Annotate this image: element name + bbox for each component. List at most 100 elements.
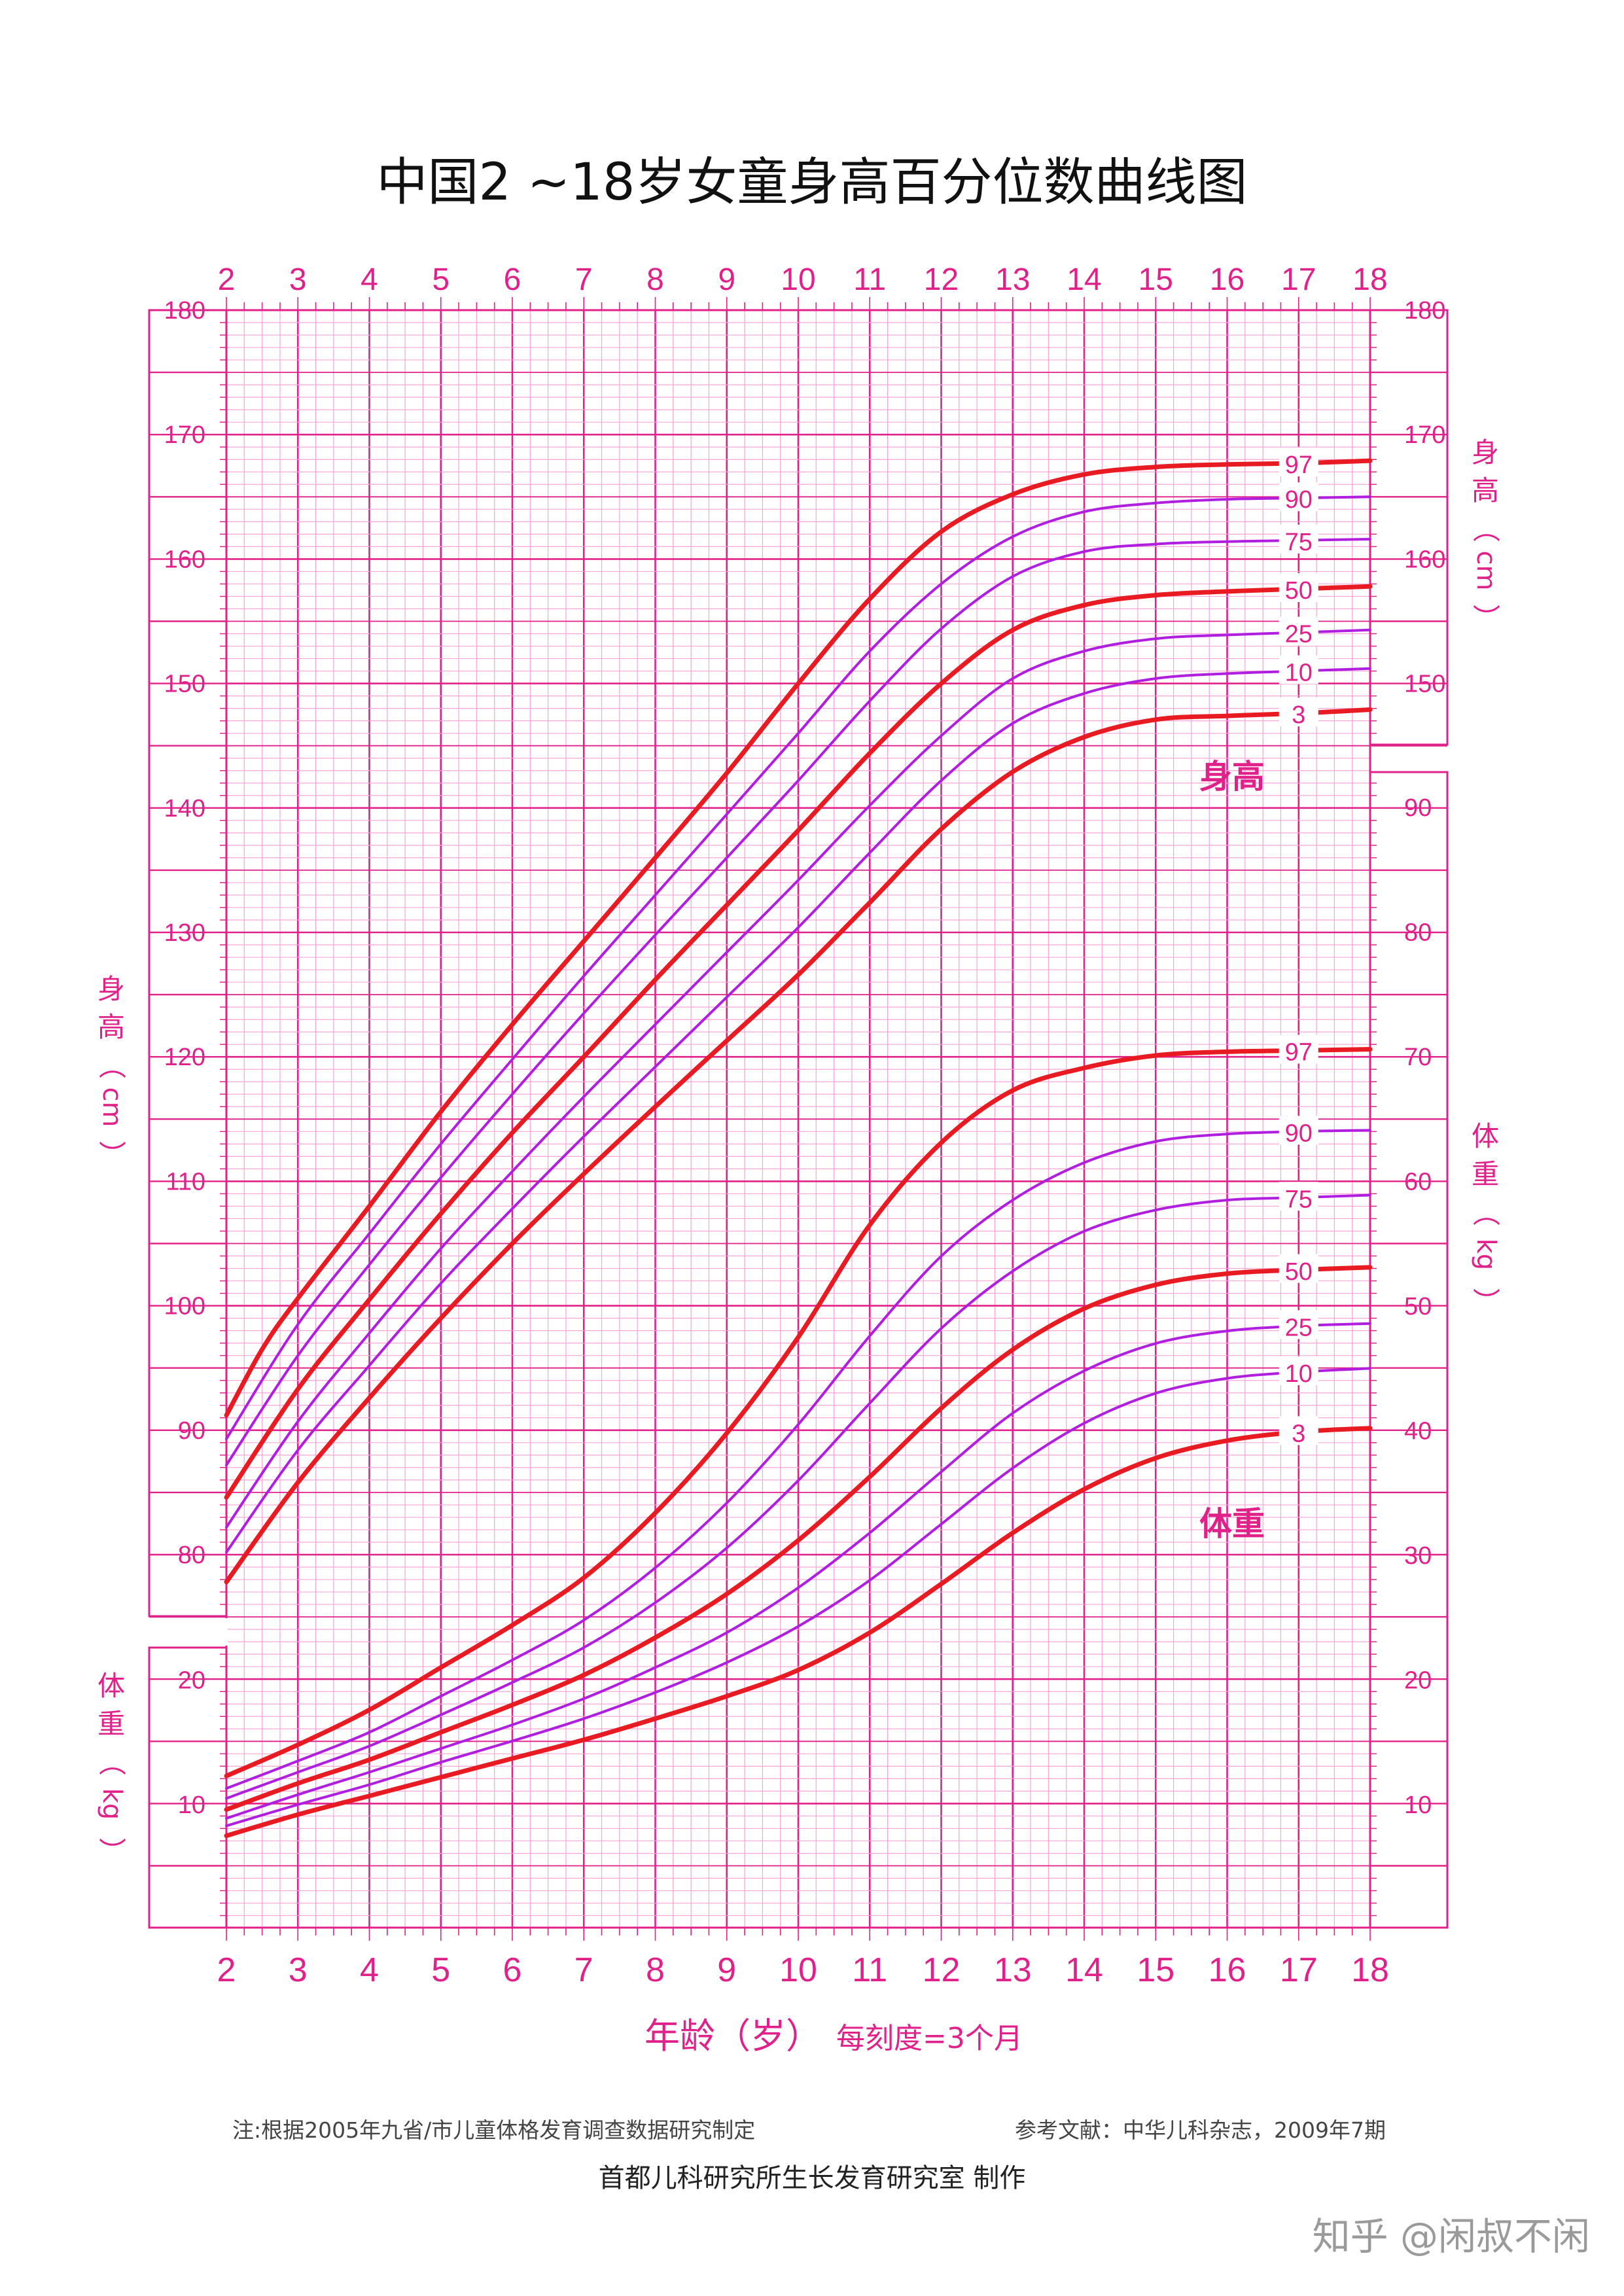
x-tick-label-top: 10 (781, 262, 815, 297)
height-curve-p90 (225, 495, 1371, 1441)
height-left-axis-title: 身 (97, 973, 125, 1005)
height-curve-p10 (225, 667, 1371, 1554)
height-left-axis-title: cm (97, 1087, 127, 1127)
height-left-tick-label: 180 (164, 297, 205, 325)
x-tick-label-bottom: 4 (360, 1951, 379, 1989)
right-height-box (1369, 309, 1449, 746)
height-curve-p3 (224, 707, 1373, 1585)
weight-right-tick-label: 80 (1404, 919, 1432, 947)
x-tick-label-top: 9 (718, 262, 735, 297)
weight-right-axis-title: kg (1471, 1239, 1501, 1271)
weight-caption: 体重 (1199, 1505, 1265, 1543)
weight-right-tick-label: 10 (1404, 1792, 1432, 1819)
height-left-tick-label: 120 (164, 1044, 205, 1071)
weight-curve-p50 (224, 1265, 1373, 1812)
x-tick-label-bottom: 2 (217, 1951, 236, 1989)
weight-curve-p90 (225, 1129, 1371, 1790)
x-tick-label-top: 18 (1352, 262, 1387, 297)
weight-left-axis-title: kg (97, 1788, 127, 1820)
weight-curve-p97 (224, 1047, 1373, 1778)
height-left-axis-title: （ (96, 1051, 128, 1079)
weight-right-axis-title: 重 (1472, 1158, 1499, 1190)
weight-curve-p75 (225, 1193, 1371, 1800)
x-tick-label-bottom: 3 (289, 1951, 308, 1989)
weight-percentile-label: 75 (1285, 1186, 1313, 1213)
weight-label-bg (1279, 1254, 1318, 1283)
height-left-tick-label: 80 (178, 1542, 205, 1569)
weight-curve-p25 (225, 1322, 1371, 1820)
x-tick-label-top: 4 (361, 262, 378, 297)
x-tick-label-bottom: 5 (431, 1951, 450, 1989)
weight-left-axis-title: （ (96, 1748, 128, 1776)
x-axis-note: 每刻度=3个月 (836, 2022, 1023, 2055)
height-percentile-label: 50 (1285, 577, 1313, 605)
chart-title: 中国2 ~18岁女童身高百分位数曲线图 (376, 153, 1247, 212)
x-tick-label-top: 16 (1210, 262, 1244, 297)
weight-left-axis-title: ） (96, 1837, 128, 1865)
height-right-tick-label: 170 (1404, 421, 1445, 449)
height-curve-p97 (224, 458, 1373, 1418)
x-tick-label-top: 8 (646, 262, 664, 297)
height-right-axis-title: cm (1471, 551, 1501, 591)
x-tick-label-bottom: 6 (503, 1951, 522, 1989)
height-percentile-label: 10 (1285, 660, 1313, 687)
height-label-bg (1279, 482, 1318, 512)
height-label-bg (1279, 698, 1318, 727)
percentile-curves (224, 458, 1373, 1839)
x-tick-label-bottom: 17 (1280, 1951, 1318, 1989)
height-label-bg (1279, 655, 1318, 684)
height-left-axis-title: 高 (97, 1011, 125, 1043)
x-tick-label-bottom: 8 (646, 1951, 665, 1989)
weight-label-bg (1279, 1356, 1318, 1385)
x-tick-label-bottom: 12 (923, 1951, 961, 1989)
axis-titles: 身高（cm）身高（cm）体重（kg）体重（kg） (96, 436, 1502, 1865)
height-label-bg (1279, 524, 1318, 554)
axis-ticks: 2 2 3 3 4 4 5 5 6 6 7 7 8 8 9 9 10 10 11 11 12 12 13 13 14 14 15 15… (164, 262, 1446, 1989)
weight-left-tick-label: 20 (178, 1667, 205, 1695)
height-left-tick-label: 100 (164, 1293, 205, 1320)
height-label-bg (1279, 573, 1318, 603)
x-tick-label-bottom: 10 (779, 1951, 817, 1989)
x-tick-label-bottom: 18 (1351, 1951, 1389, 1989)
weight-percentile-label: 97 (1285, 1038, 1313, 1066)
x-tick-label-bottom: 11 (852, 1951, 887, 1989)
height-percentile-label: 97 (1285, 451, 1313, 479)
watermark: 知乎 @闲叔不闲 (1313, 2214, 1590, 2259)
left-height-box (148, 309, 228, 1617)
height-label-bg (1279, 616, 1318, 646)
height-left-tick-label: 170 (164, 421, 205, 449)
x-tick-label-bottom: 14 (1065, 1951, 1103, 1989)
weight-right-axis-title: ） (1470, 1288, 1502, 1315)
height-caption: 身高 (1199, 758, 1265, 796)
weight-label-bg (1279, 1310, 1318, 1339)
weight-percentile-label: 10 (1285, 1360, 1313, 1388)
x-tick-label-top: 5 (432, 262, 450, 297)
height-label-bg (1279, 447, 1318, 476)
height-right-tick-label: 150 (1404, 671, 1445, 698)
x-axis-title: 年龄（岁） (644, 2015, 821, 2057)
height-left-tick-label: 150 (164, 671, 205, 698)
weight-right-tick-label: 20 (1404, 1667, 1432, 1695)
height-left-tick-label: 90 (178, 1417, 205, 1445)
left-box-gap (147, 1618, 228, 1646)
height-left-tick-label: 160 (164, 546, 205, 573)
height-percentile-label: 3 (1292, 701, 1305, 729)
weight-label-bg (1279, 1034, 1318, 1064)
weight-percentile-label: 90 (1285, 1120, 1313, 1147)
weight-right-axis-title: （ (1470, 1199, 1502, 1226)
x-tick-label-top: 15 (1139, 262, 1173, 297)
maker-credit: 首都儿科研究所生长发育研究室 制作 (599, 2163, 1026, 2193)
footnote-reference: 参考文献：中华儿科杂志，2009年7期 (1015, 2117, 1386, 2143)
x-tick-label-top: 17 (1281, 262, 1316, 297)
x-tick-label-bottom: 9 (717, 1951, 736, 1989)
percentile-labels: 97 90 75 50 25 10 3 97 90 75 50 25 10 3 (1279, 447, 1318, 1447)
right-box-gap (1371, 747, 1453, 770)
height-left-tick-label: 130 (164, 919, 205, 947)
x-tick-label-top: 13 (995, 262, 1030, 297)
x-tick-label-bottom: 7 (574, 1951, 593, 1989)
weight-right-tick-label: 70 (1404, 1044, 1432, 1071)
x-tick-label-bottom: 16 (1209, 1951, 1246, 1989)
height-right-axis-title: 高 (1472, 474, 1499, 506)
height-curve-p75 (225, 538, 1371, 1467)
